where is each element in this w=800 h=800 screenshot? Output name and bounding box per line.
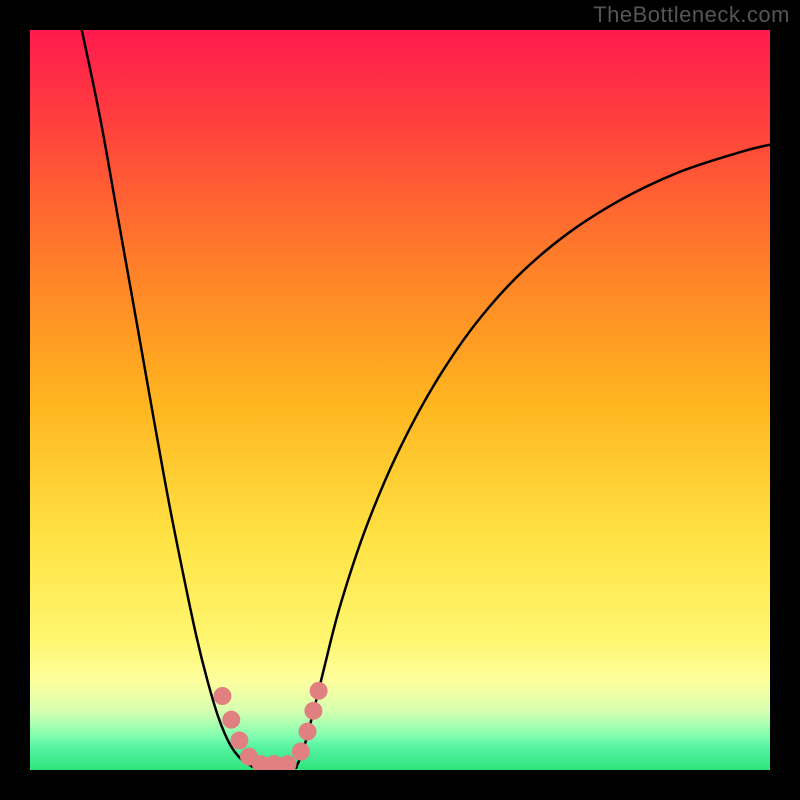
chart-frame: TheBottleneck.com	[0, 0, 800, 800]
curve-layer	[30, 30, 770, 770]
bead-markers	[213, 682, 327, 770]
bottleneck-curve	[82, 30, 770, 768]
bead-marker	[222, 711, 240, 729]
bead-marker	[292, 743, 310, 761]
watermark-label: TheBottleneck.com	[593, 2, 790, 28]
plot-area	[30, 30, 770, 770]
bead-marker	[230, 731, 248, 749]
bead-marker	[213, 687, 231, 705]
bead-marker	[299, 723, 317, 741]
bead-marker	[310, 682, 328, 700]
bead-marker	[279, 755, 297, 770]
bead-marker	[304, 702, 322, 720]
